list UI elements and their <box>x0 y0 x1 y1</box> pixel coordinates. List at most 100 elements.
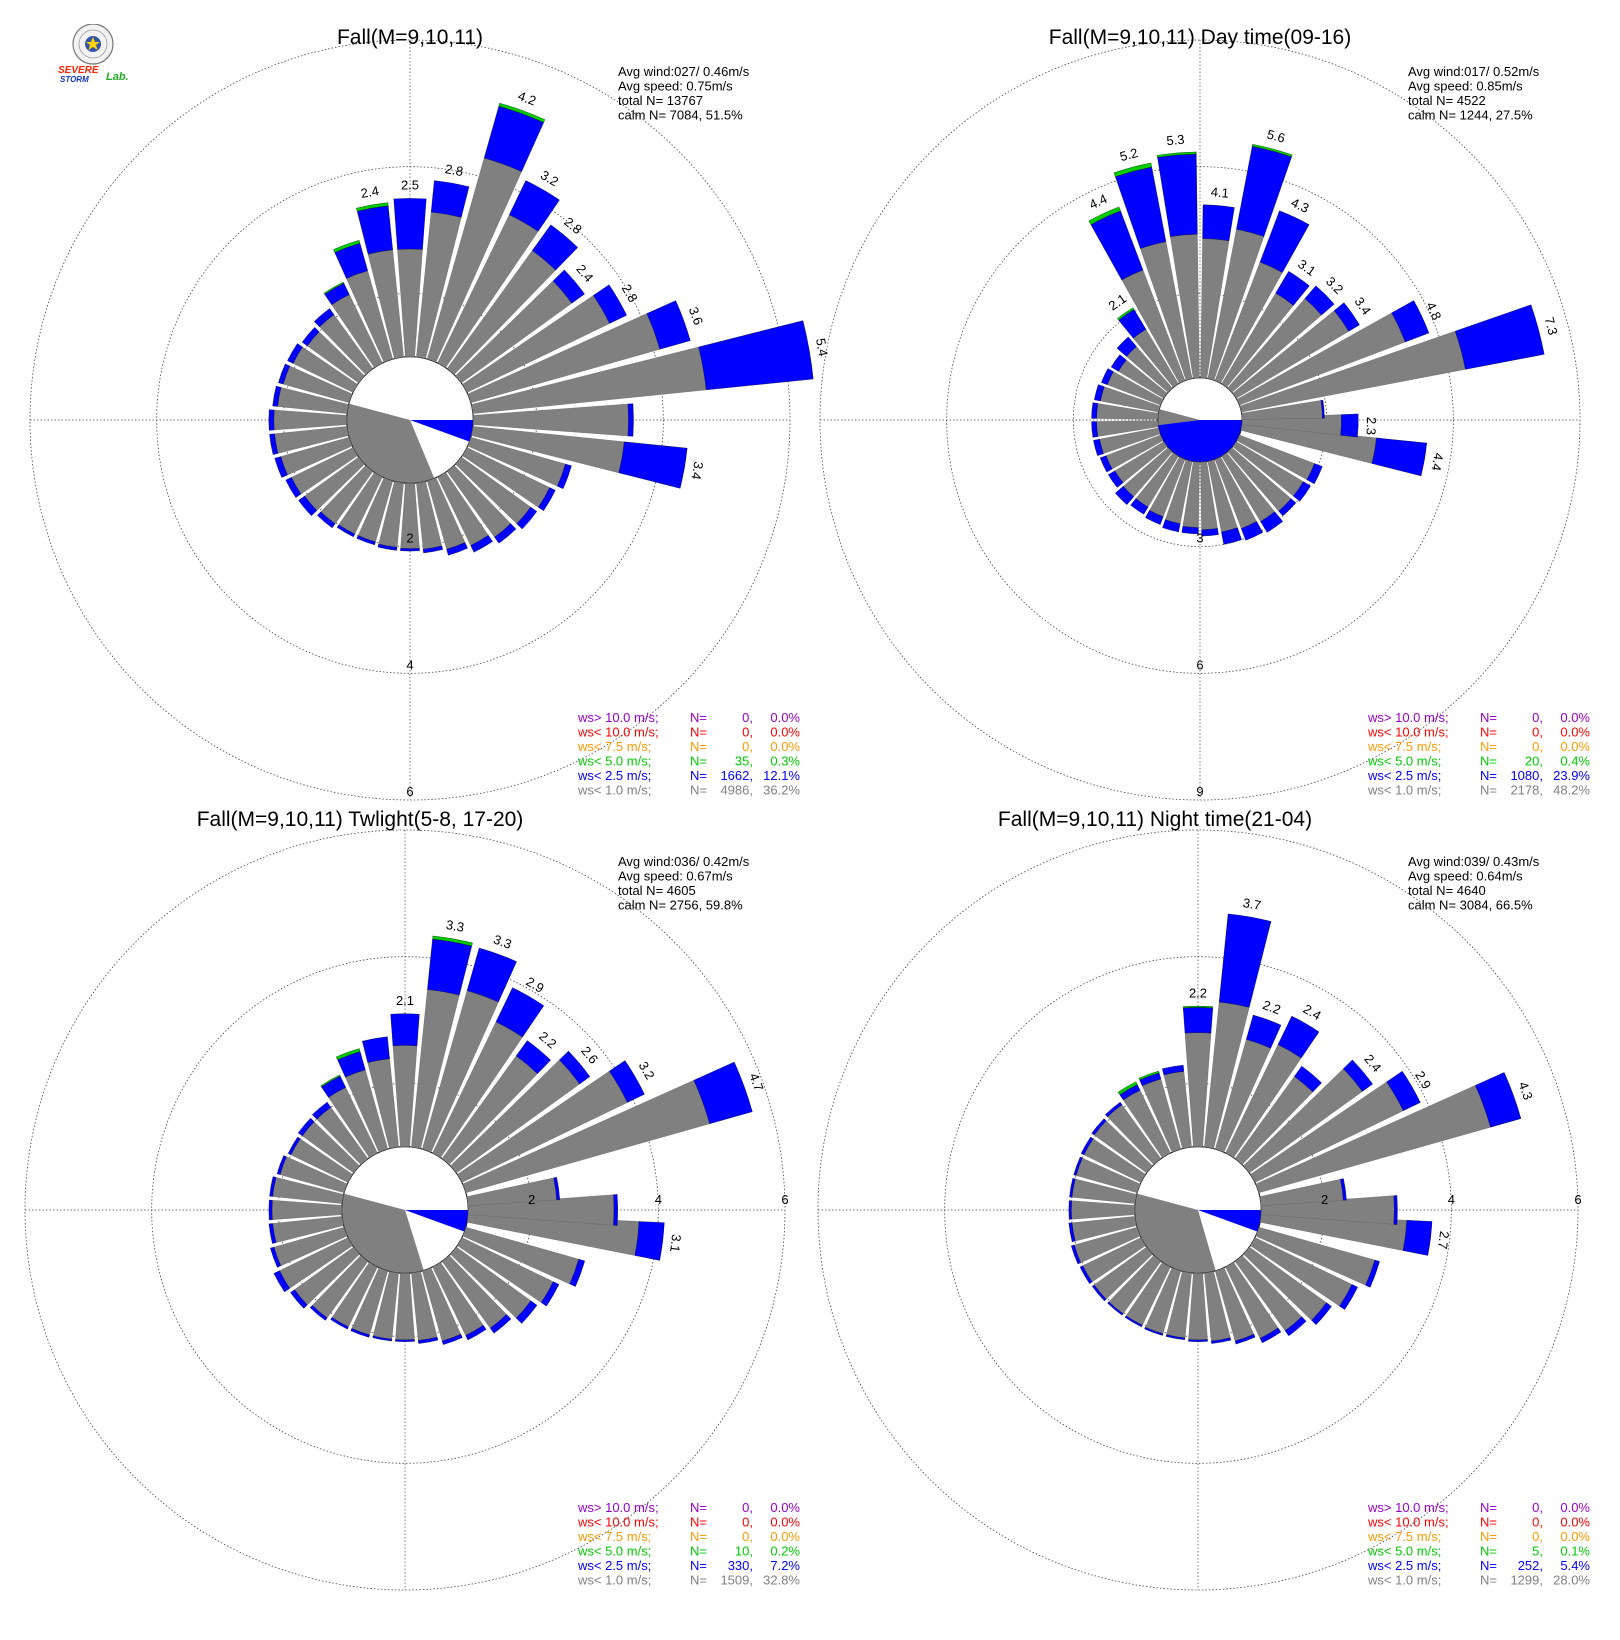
legend-n-label: N= <box>1480 1500 1497 1515</box>
calm-weak-wind-sector <box>346 403 435 484</box>
petal-blue-segment <box>290 1289 308 1309</box>
petal-value-label: 3.3 <box>445 917 465 935</box>
legend-percent: 0.0% <box>770 710 800 725</box>
petal-blue-segment <box>356 205 393 255</box>
petal-blue-segment <box>273 1270 290 1293</box>
petal-blue-segment <box>270 1246 281 1268</box>
legend-percent: 0.0% <box>1560 710 1590 725</box>
legend-percent: 12.1% <box>763 768 800 783</box>
petal-blue-segment <box>1091 1284 1107 1302</box>
legend-n-label: N= <box>1480 725 1497 740</box>
petal-green-segment <box>1117 307 1135 321</box>
petal-blue-segment <box>1093 438 1104 456</box>
calm-blue-sector <box>1158 420 1243 463</box>
legend-percent: 0.0% <box>770 739 800 754</box>
stats-line: Avg speed: 0.67m/s <box>618 869 733 884</box>
legend-range: ws< 2.5 m/s; <box>577 1558 651 1573</box>
petal-value-label: 2.3 <box>1363 417 1379 436</box>
legend-count: 0, <box>742 739 753 754</box>
petal-blue-segment <box>466 947 517 1003</box>
legend-n-label: N= <box>1480 1573 1497 1588</box>
petal-value-label: 4.8 <box>1423 300 1444 323</box>
petal-green-segment <box>1138 1070 1160 1081</box>
petal-blue-segment <box>268 1199 273 1221</box>
petal-blue-segment <box>268 409 275 431</box>
legend-count: 0, <box>1532 710 1543 725</box>
petal-blue-segment <box>1304 285 1335 316</box>
legend-range: ws< 1.0 m/s; <box>577 1573 651 1588</box>
petal-blue-segment <box>646 300 691 350</box>
petal-blue-segment <box>1079 1265 1093 1284</box>
legend-count: 10, <box>735 1544 753 1559</box>
petal-blue-segment <box>336 524 356 538</box>
petal-blue-segment <box>297 1117 315 1137</box>
radial-tick-label: 6 <box>406 784 413 799</box>
legend-count: 0, <box>742 1529 753 1544</box>
petal-blue-segment <box>540 1281 560 1307</box>
radial-tick-label: 4 <box>406 657 413 672</box>
legend-count: 0, <box>742 1515 753 1530</box>
legend-range: ws< 5.0 m/s; <box>1367 1544 1441 1559</box>
petal-blue-segment <box>1311 1302 1332 1326</box>
legend-n-label: N= <box>690 739 707 754</box>
radial-tick-label: 6 <box>781 1192 788 1207</box>
radial-tick-label: 2 <box>406 531 413 546</box>
legend-range: ws< 1.0 m/s; <box>577 783 651 798</box>
stats-line: Avg wind:036/ 0.42m/s <box>618 854 750 869</box>
legend-range: ws< 5.0 m/s; <box>577 754 651 769</box>
legend-n-label: N= <box>690 1573 707 1588</box>
petal-blue-segment <box>422 545 443 554</box>
legend-percent: 0.0% <box>1560 1515 1590 1530</box>
petal-blue-segment <box>516 1300 538 1324</box>
calm-blue-sector <box>410 420 474 442</box>
petal-blue-segment <box>538 487 556 511</box>
petal-value-label: 2.4 <box>360 183 380 201</box>
stats-line: Avg speed: 0.75m/s <box>618 79 733 94</box>
wind-rose-panel-3: 4.7 3.1 3.2 2.6 2.2 2.9 3.3 3.3 2.1 2 4 6 Fall(M=9,1… <box>24 808 800 1591</box>
petal-blue-segment <box>1145 510 1164 525</box>
stats-line: Avg speed: 0.85m/s <box>1408 79 1523 94</box>
legend-n-label: N= <box>690 1544 707 1559</box>
legend-percent: 0.0% <box>1560 1500 1590 1515</box>
petal-blue-segment <box>532 224 578 271</box>
stats-line: Avg wind:039/ 0.43m/s <box>1408 854 1540 869</box>
petal-value-label: 2.9 <box>1412 1068 1434 1091</box>
petal-blue-segment <box>1371 437 1427 477</box>
legend-range: ws< 2.5 m/s; <box>1367 1558 1441 1573</box>
petal-blue-segment <box>1343 1059 1373 1092</box>
petal-value-label: 2.4 <box>1301 1001 1324 1023</box>
petal-blue-segment <box>1069 1178 1076 1198</box>
radial-tick-label: 6 <box>1574 1192 1581 1207</box>
petal-blue-segment <box>312 1101 332 1120</box>
petal-blue-segment <box>356 535 376 546</box>
petal-blue-segment <box>1259 210 1310 273</box>
legend-range: ws< 7.5 m/s; <box>1367 1529 1441 1544</box>
petal-blue-segment <box>269 433 279 455</box>
petal-blue-segment <box>1333 302 1360 332</box>
legend-n-label: N= <box>1480 783 1497 798</box>
legend-n-label: N= <box>1480 1515 1497 1530</box>
legend-range: ws> 10.0 m/s; <box>1367 1500 1449 1515</box>
stats-line: total N= 13767 <box>618 93 703 108</box>
petal-blue-segment <box>494 523 517 544</box>
petal-blue-segment <box>372 1335 393 1342</box>
petal-blue-segment <box>1068 1200 1072 1220</box>
petal-value-label: 5.2 <box>1118 145 1139 164</box>
severe-storm-lab-logo: SEVERE STORM Lab. <box>58 24 129 84</box>
petal-value-label: 2.5 <box>401 178 419 193</box>
legend-count: 2178, <box>1510 783 1543 798</box>
petal-blue-segment <box>1454 304 1545 370</box>
legend-percent: 28.0% <box>1553 1573 1590 1588</box>
petal-blue-segment <box>1221 527 1242 545</box>
petal-value-label: 3.7 <box>1242 895 1262 913</box>
legend-n-label: N= <box>1480 1558 1497 1573</box>
petal-value-label: 3.4 <box>688 460 706 480</box>
legend-range: ws> 10.0 m/s; <box>577 710 659 725</box>
chart-title: Fall(M=9,10,11) Night time(21-04) <box>998 808 1312 831</box>
petal-blue-segment <box>515 1040 551 1075</box>
petal-blue-segment <box>627 403 634 437</box>
petal-blue-segment <box>430 180 470 218</box>
legend-percent: 5.4% <box>1560 1558 1590 1573</box>
petal-blue-segment <box>1259 1327 1282 1344</box>
